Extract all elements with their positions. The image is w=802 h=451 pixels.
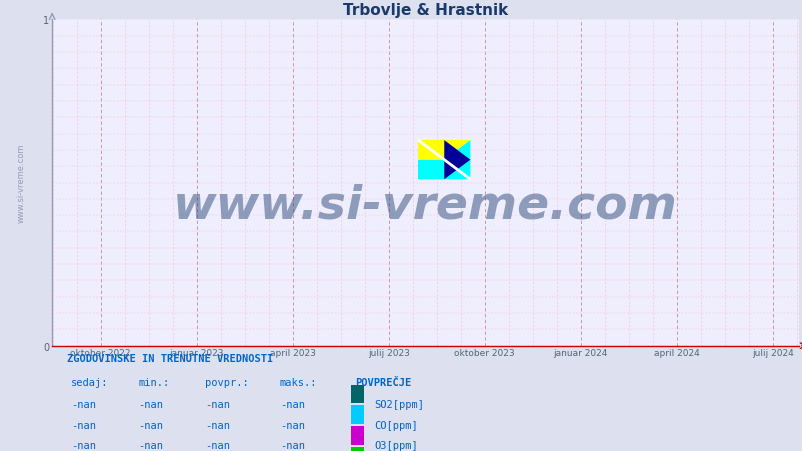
Text: -nan: -nan: [280, 400, 305, 410]
Text: O3[ppm]: O3[ppm]: [374, 441, 417, 451]
Bar: [418, 160, 444, 180]
Bar: [350, 446, 364, 451]
Text: CO[ppm]: CO[ppm]: [374, 420, 417, 430]
Text: -nan: -nan: [138, 400, 163, 410]
Polygon shape: [444, 141, 470, 180]
Text: ZGODOVINSKE IN TRENUTNE VREDNOSTI: ZGODOVINSKE IN TRENUTNE VREDNOSTI: [67, 353, 273, 363]
Text: -nan: -nan: [71, 400, 95, 410]
Bar: [418, 141, 444, 160]
Text: -nan: -nan: [280, 420, 305, 430]
Text: -nan: -nan: [71, 420, 95, 430]
Text: sedaj:: sedaj:: [71, 377, 108, 387]
Text: www.si-vreme.com: www.si-vreme.com: [173, 184, 677, 228]
Text: povpr.:: povpr.:: [205, 377, 249, 387]
Bar: [350, 405, 364, 424]
Title: Trbovlje & Hrastnik: Trbovlje & Hrastnik: [342, 3, 508, 18]
Polygon shape: [418, 141, 470, 180]
Text: www.si-vreme.com: www.si-vreme.com: [16, 143, 26, 223]
Text: -nan: -nan: [205, 400, 230, 410]
Text: min.:: min.:: [138, 377, 169, 387]
Bar: [350, 426, 364, 445]
Polygon shape: [418, 141, 470, 180]
Text: -nan: -nan: [205, 420, 230, 430]
Text: -nan: -nan: [280, 441, 305, 451]
Text: -nan: -nan: [71, 441, 95, 451]
Bar: [350, 385, 364, 404]
Text: -nan: -nan: [138, 420, 163, 430]
Text: -nan: -nan: [138, 441, 163, 451]
Text: maks.:: maks.:: [280, 377, 317, 387]
Text: -nan: -nan: [205, 441, 230, 451]
Text: POVPREČJE: POVPREČJE: [354, 377, 411, 387]
Text: SO2[ppm]: SO2[ppm]: [374, 400, 423, 410]
